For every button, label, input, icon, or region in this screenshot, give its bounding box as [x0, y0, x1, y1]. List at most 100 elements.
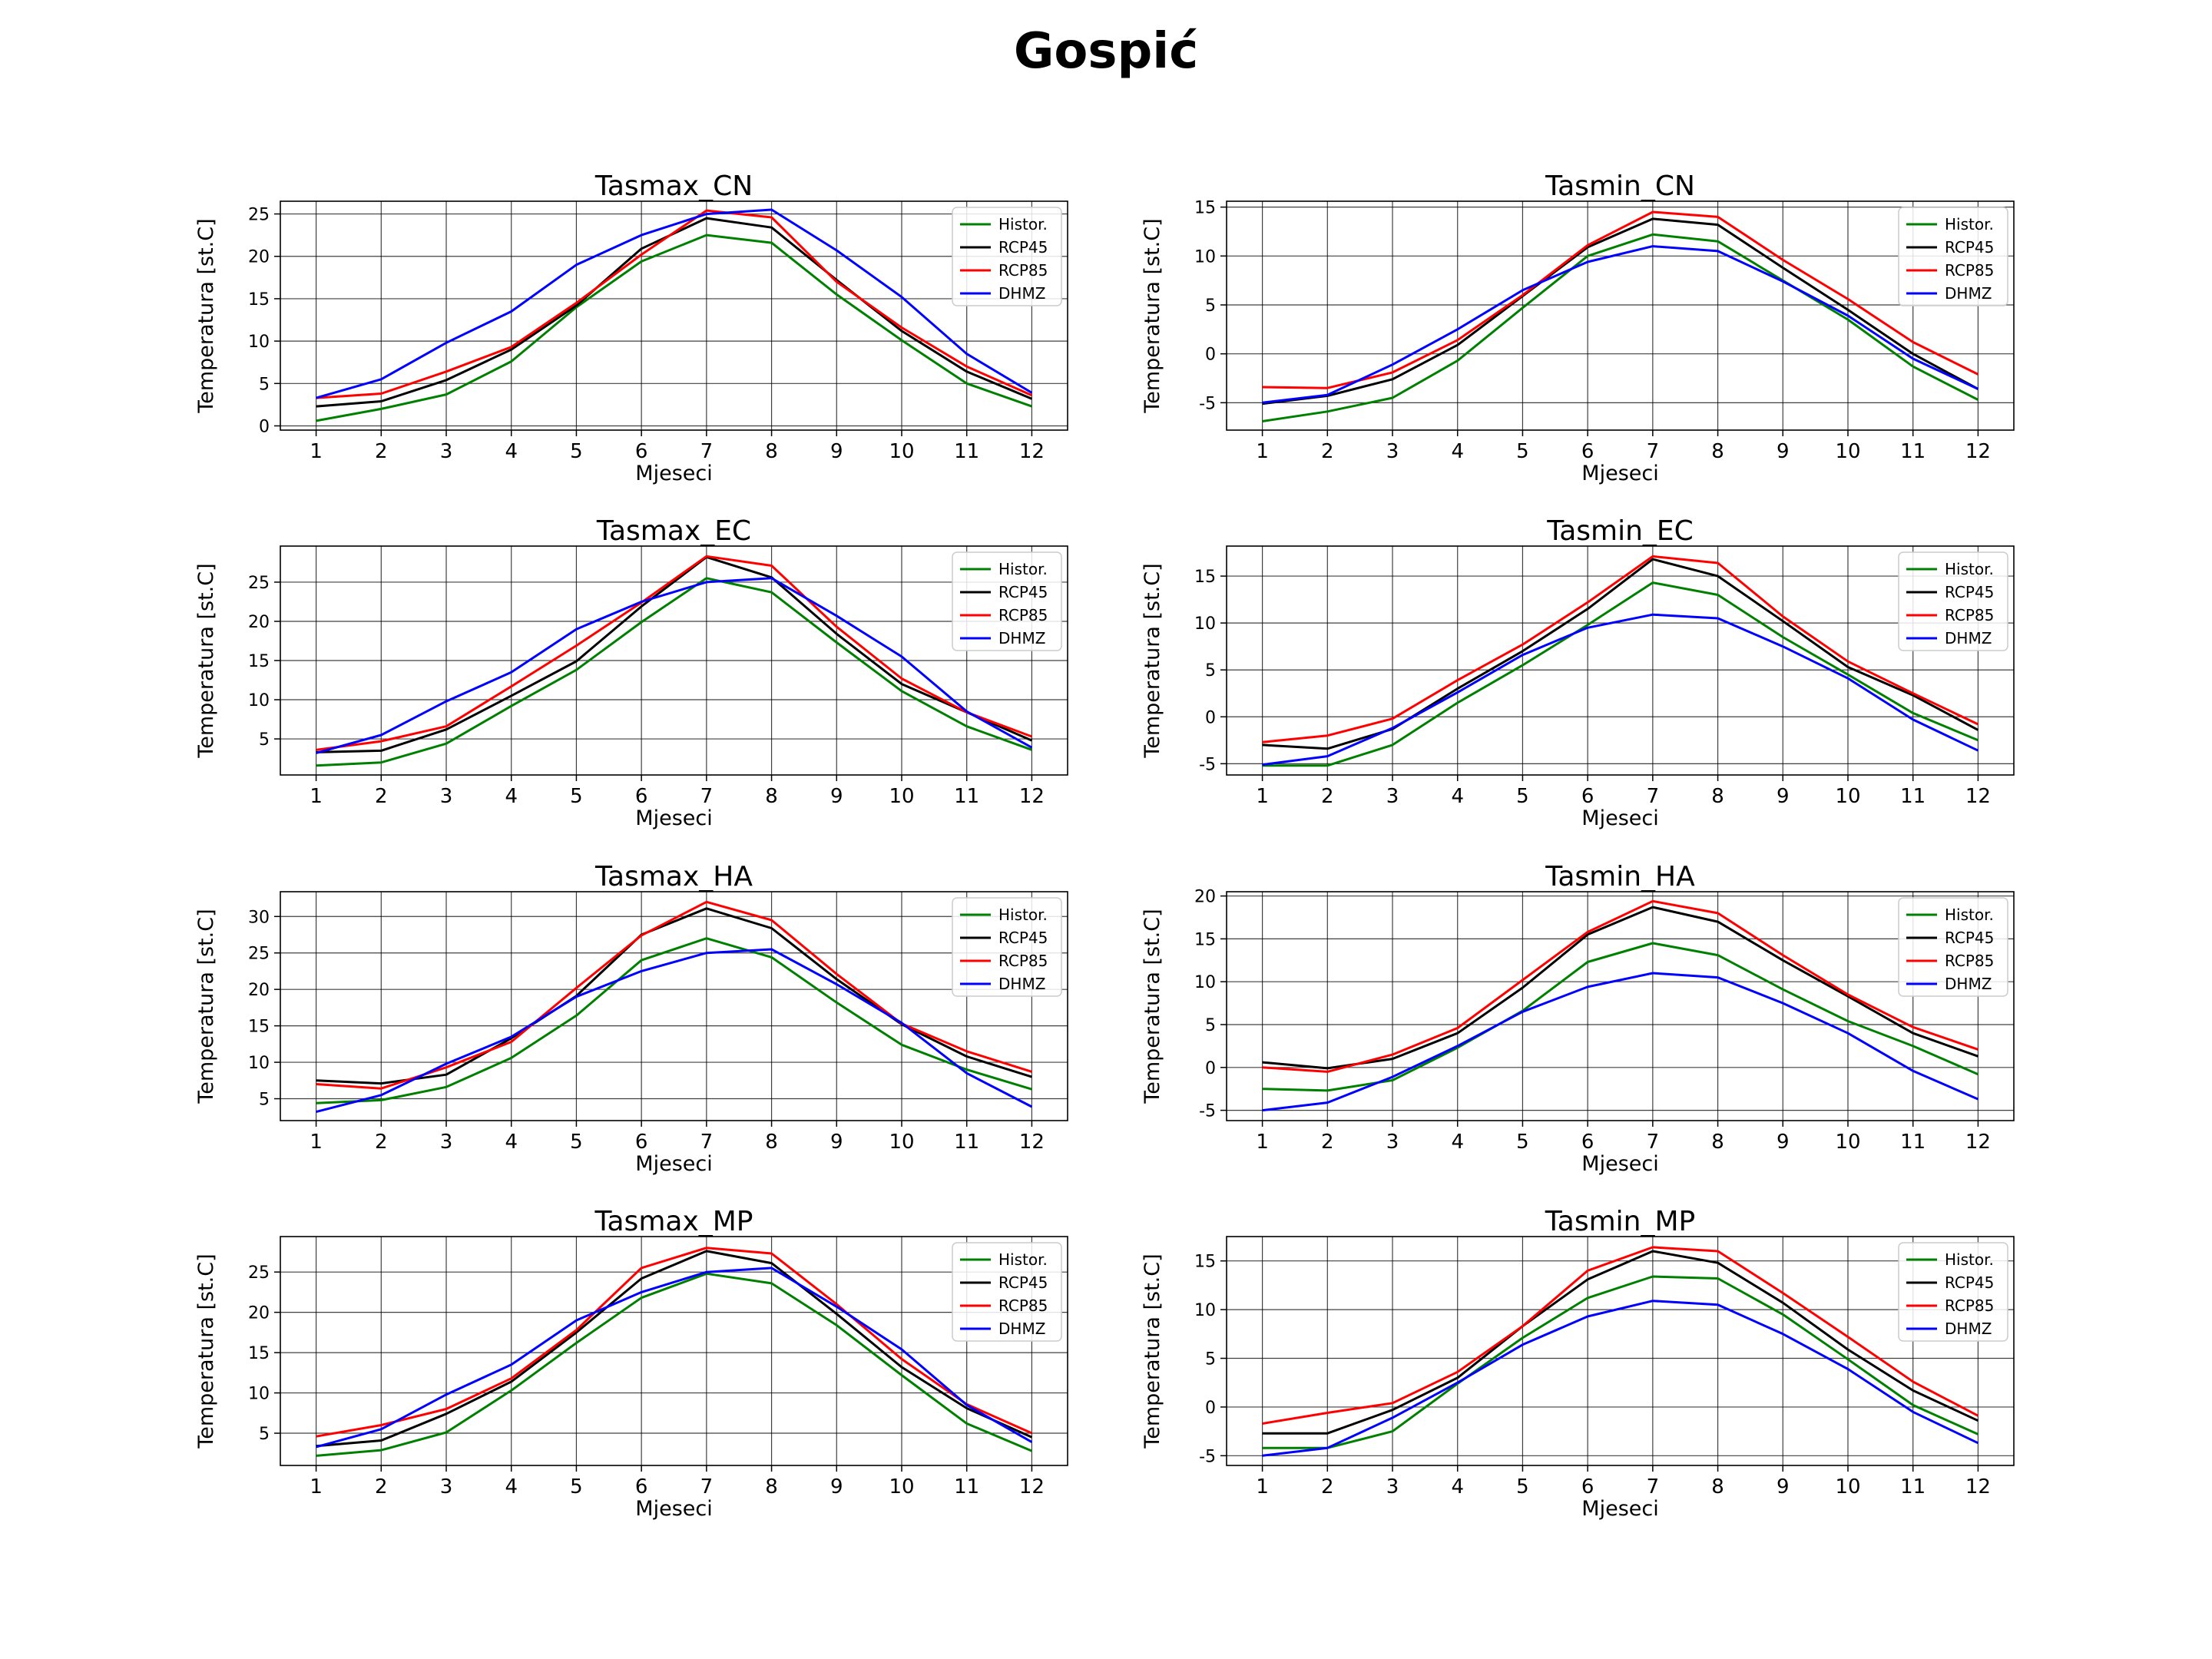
axes-frame — [280, 891, 1068, 1121]
legend: Histor. RCP45 RCP85 DHMZ — [952, 207, 1062, 306]
legend-entry-label: RCP85 — [1945, 261, 1994, 280]
x-tick-label: 7 — [700, 1475, 714, 1498]
x-tick-label: 8 — [1711, 1131, 1724, 1154]
series-line-rcp45 — [1262, 906, 1979, 1070]
x-axis-label: Mjeseci — [635, 1497, 712, 1521]
series-line-histor — [1262, 581, 1979, 767]
series-line-dhmz — [316, 208, 1033, 399]
x-tick-label: 11 — [1900, 1475, 1926, 1498]
x-tick-label: 3 — [1386, 1131, 1399, 1154]
y-tick-label: 15 — [248, 1344, 270, 1363]
x-tick-label: 9 — [830, 440, 843, 463]
legend-entry-label: RCP85 — [998, 606, 1048, 624]
x-tick-label: 6 — [635, 1131, 648, 1154]
legend: Histor. RCP45 RCP85 DHMZ — [1898, 207, 2008, 306]
y-tick-label: 5 — [259, 375, 270, 394]
legend-entry-label: RCP45 — [998, 929, 1048, 947]
legend-entry-label: RCP45 — [1945, 1273, 1994, 1292]
legend-entry-label: Histor. — [998, 906, 1048, 924]
x-tick-label: 12 — [1019, 785, 1045, 808]
y-tick-label: 10 — [1194, 247, 1216, 267]
y-tick-label: 20 — [248, 613, 270, 632]
y-tick-label: 15 — [248, 290, 270, 310]
series-line-rcp45 — [316, 555, 1032, 753]
series-line-dhmz — [1262, 613, 1979, 767]
x-axis-label: Mjeseci — [1581, 1152, 1658, 1176]
legend-entry-label: DHMZ — [1945, 975, 1992, 993]
x-tick-label: 10 — [889, 785, 914, 808]
x-tick-label: 10 — [889, 1131, 914, 1154]
x-tick-label: 8 — [765, 440, 778, 463]
y-tick-label: 5 — [1205, 296, 1216, 316]
series-line-rcp85 — [1262, 899, 1979, 1073]
x-tick-label: 2 — [375, 1131, 388, 1154]
x-tick-label: 11 — [1900, 785, 1926, 808]
legend-entry-label: RCP45 — [998, 238, 1048, 257]
x-tick-label: 3 — [440, 785, 453, 808]
x-tick-label: 4 — [1451, 1475, 1464, 1498]
x-tick-label: 12 — [1965, 785, 1991, 808]
subplot-title: Tasmax_CN — [594, 171, 753, 202]
y-tick-label: 0 — [1205, 346, 1216, 365]
legend-box — [952, 897, 1062, 997]
x-tick-label: 10 — [1835, 1475, 1860, 1498]
legend-box — [1898, 551, 2008, 651]
x-tick-label: 5 — [1516, 1131, 1529, 1154]
x-tick-label: 7 — [1647, 785, 1660, 808]
x-tick-label: 5 — [1516, 440, 1529, 463]
y-tick-label: 15 — [1194, 199, 1216, 218]
x-tick-label: 7 — [700, 785, 714, 808]
y-tick-label: 20 — [248, 981, 270, 1000]
series-line-rcp45 — [316, 907, 1032, 1085]
legend-box — [952, 207, 1062, 306]
y-tick-label: 15 — [248, 1018, 270, 1037]
x-tick-label: 9 — [830, 1475, 843, 1498]
legend-entry-label: Histor. — [1945, 1250, 1994, 1269]
x-tick-label: 11 — [954, 1131, 979, 1154]
legend-entry-label: Histor. — [1945, 906, 1994, 924]
y-axis-label: Temperatura [st.C] — [1141, 909, 1164, 1104]
y-tick-label: 20 — [248, 1304, 270, 1323]
series-line-rcp45 — [1262, 217, 1979, 406]
subplot-tasmin-ec: 1 2 3 4 5 6 7 8 9 10 11 12-5051015Tasmin_ECMjeseciT… — [1141, 515, 2015, 830]
legend-entry-label: RCP85 — [1945, 1296, 1994, 1315]
x-tick-label: 12 — [1965, 440, 1991, 463]
y-tick-label: 15 — [1194, 930, 1216, 949]
y-axis-label: Temperatura [st.C] — [194, 218, 218, 413]
x-tick-label: 2 — [375, 1475, 388, 1498]
axes-frame — [1226, 891, 2015, 1121]
legend-entry-label: DHMZ — [998, 1320, 1045, 1338]
x-tick-label: 9 — [830, 1131, 843, 1154]
subplot-title: Tasmax_EC — [596, 515, 751, 547]
x-tick-label: 6 — [1581, 1131, 1594, 1154]
x-tick-label: 8 — [1711, 1475, 1724, 1498]
x-tick-label: 10 — [1835, 440, 1860, 463]
y-tick-label: 25 — [248, 574, 270, 593]
x-tick-label: 3 — [440, 1475, 453, 1498]
y-tick-label: 25 — [248, 945, 270, 964]
x-tick-label: 11 — [954, 440, 979, 463]
series-line-rcp85 — [1262, 555, 1979, 743]
y-tick-label: -5 — [1199, 1102, 1216, 1121]
y-axis-label: Temperatura [st.C] — [1141, 1253, 1164, 1449]
legend-entry-label: RCP45 — [1945, 929, 1994, 947]
subplot-title: Tasmin_MP — [1545, 1206, 1696, 1237]
series-line-rcp45 — [1262, 1250, 1979, 1435]
series-line-rcp85 — [316, 209, 1033, 399]
x-tick-label: 4 — [505, 785, 518, 808]
y-axis-label: Temperatura [st.C] — [194, 909, 218, 1104]
y-tick-label: 5 — [1205, 1350, 1216, 1369]
x-tick-label: 6 — [1581, 785, 1594, 808]
subplot-title: Tasmin_EC — [1546, 515, 1694, 547]
y-tick-label: 20 — [1194, 888, 1216, 907]
x-tick-label: 1 — [310, 1131, 323, 1154]
series-line-histor — [1262, 233, 1979, 422]
x-tick-label: 4 — [1451, 1131, 1464, 1154]
y-tick-label: 30 — [248, 908, 270, 927]
x-tick-label: 11 — [1900, 1131, 1926, 1154]
x-tick-label: 5 — [570, 785, 583, 808]
axes-frame — [280, 200, 1068, 431]
y-tick-label: 10 — [1194, 1301, 1216, 1320]
legend-entry-label: Histor. — [998, 215, 1048, 233]
